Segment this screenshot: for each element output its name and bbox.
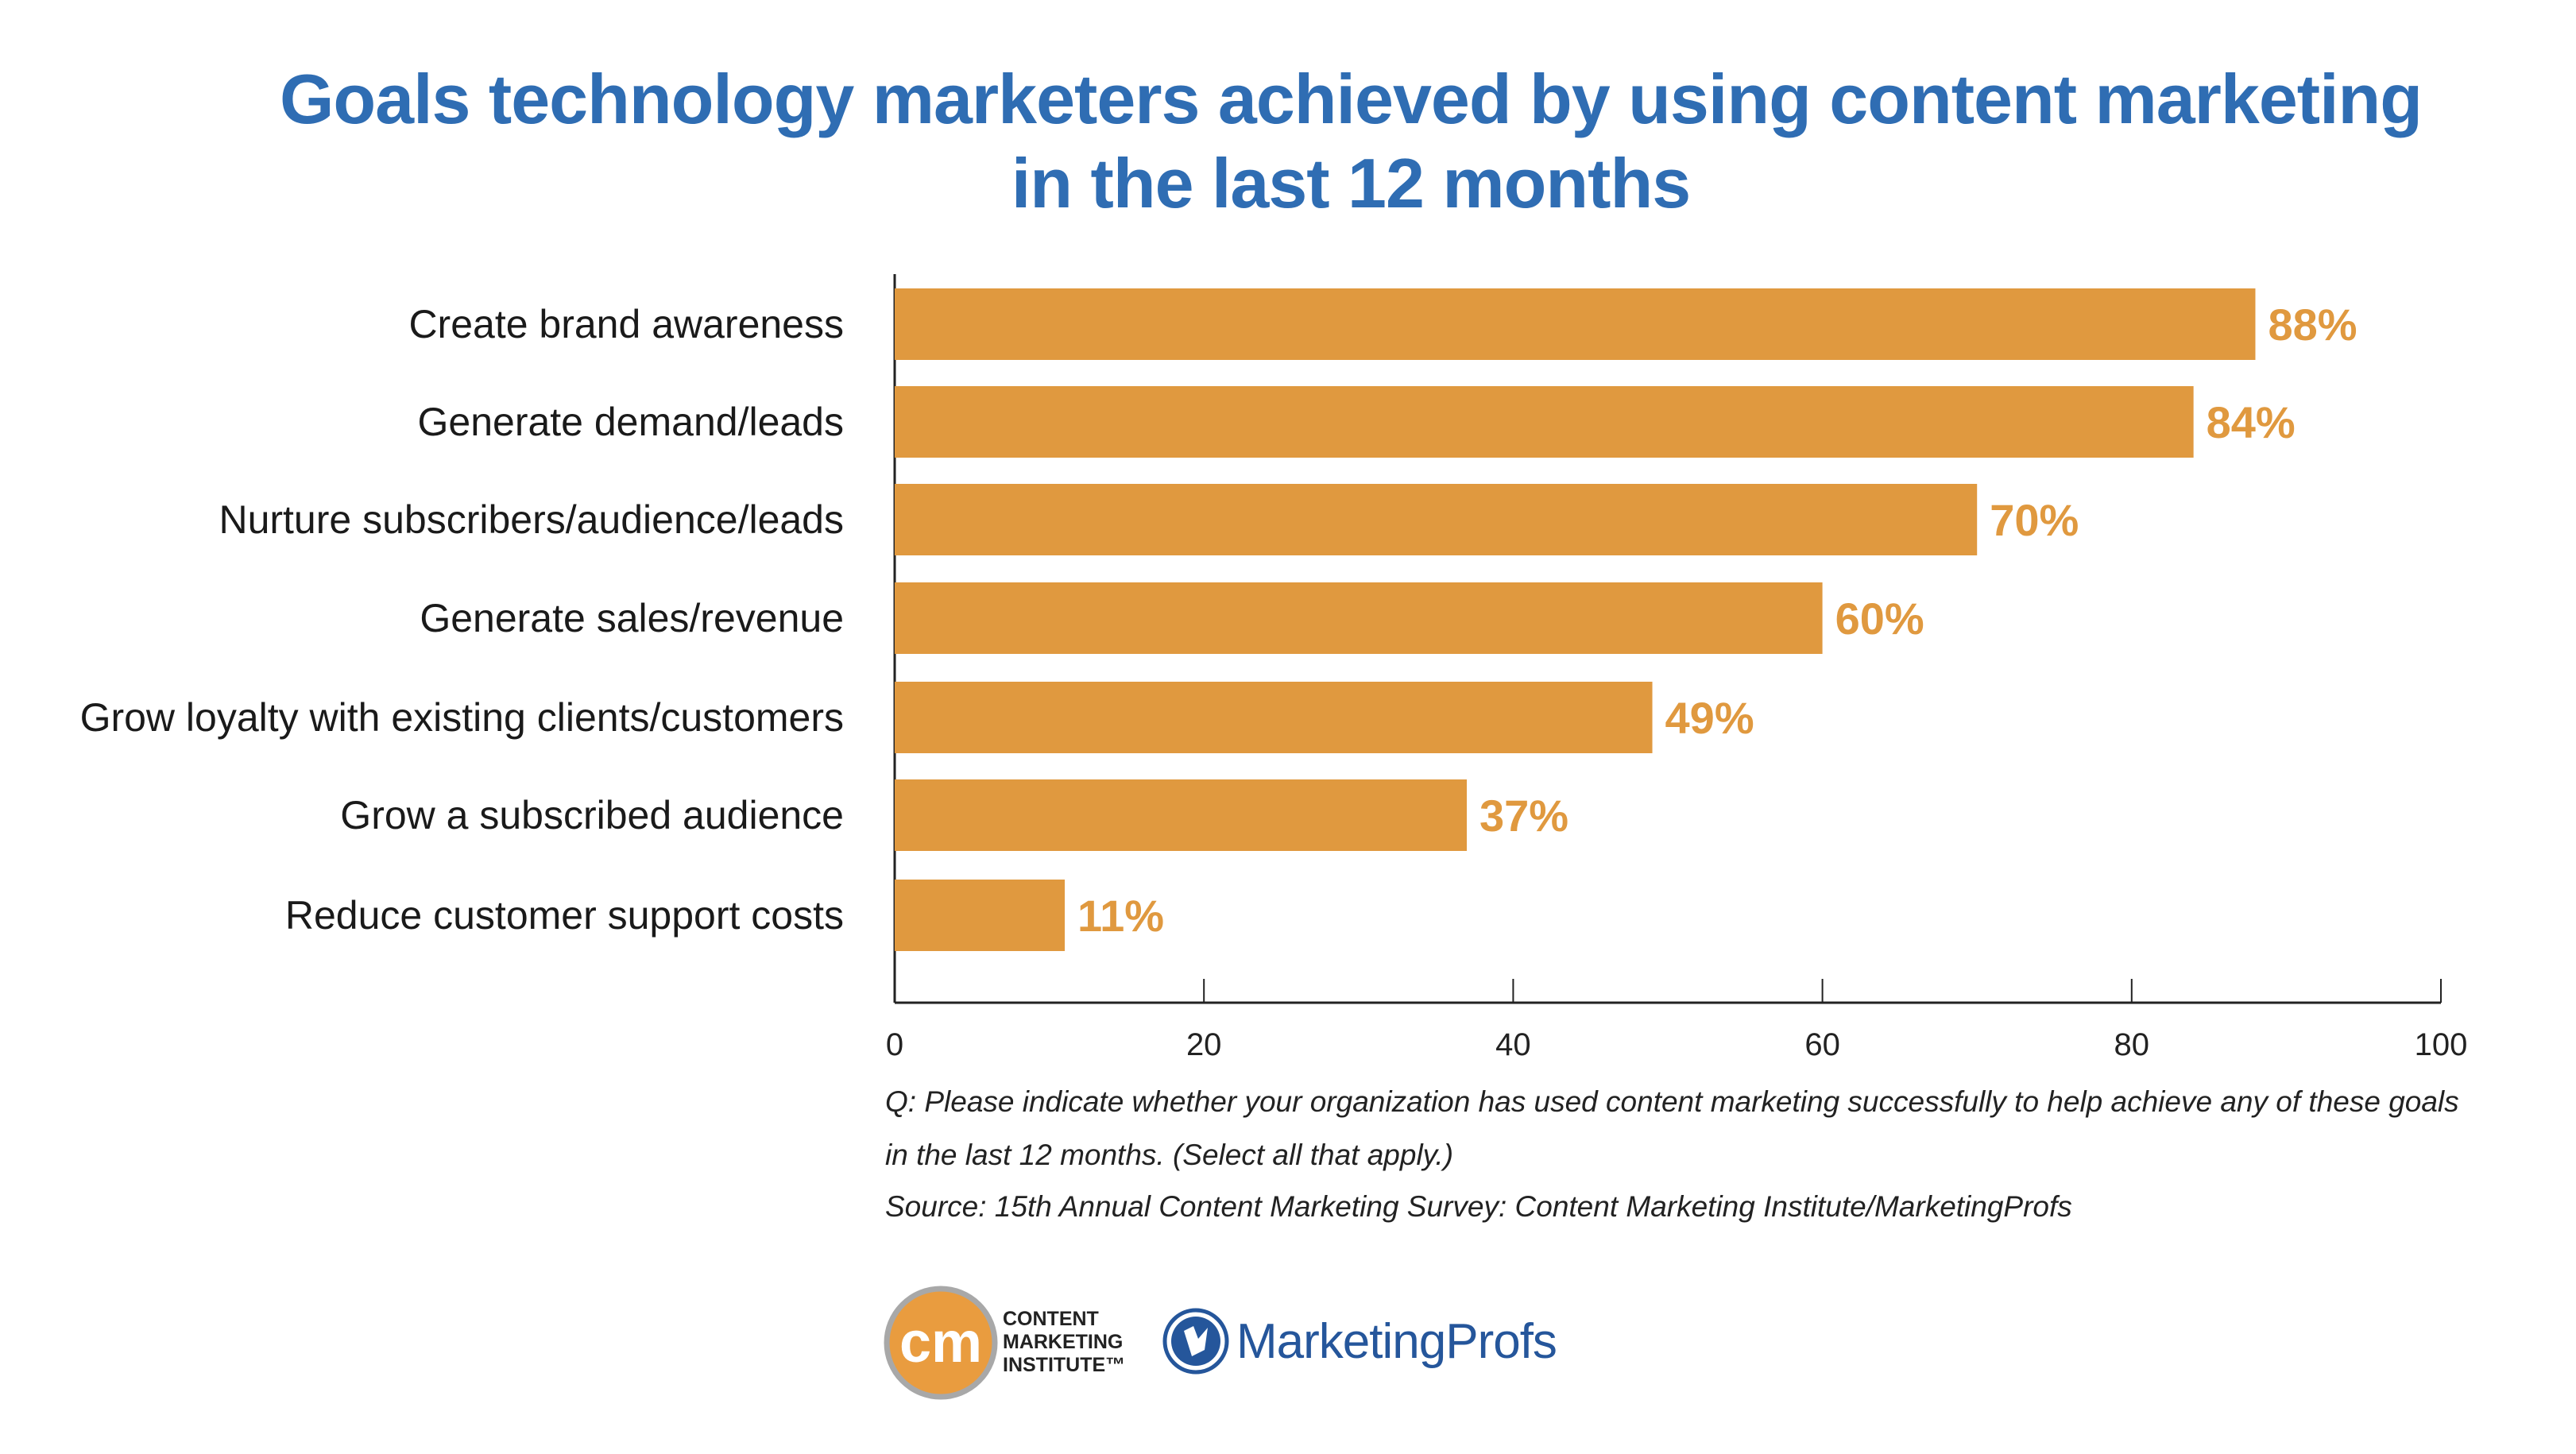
title-line-1: Goals technology marketers achieved by u… bbox=[279, 60, 2423, 138]
footnote-question-2: in the last 12 months. (Select all that … bbox=[885, 1139, 1454, 1171]
data-label: 49% bbox=[1665, 693, 1754, 743]
bar bbox=[895, 779, 1468, 851]
x-tick-label: 40 bbox=[1495, 1027, 1531, 1062]
data-label: 11% bbox=[1077, 891, 1164, 941]
category-label: Nurture subscribers/audience/leads bbox=[219, 497, 844, 542]
x-tick-label: 20 bbox=[1186, 1027, 1222, 1062]
x-tick-label: 80 bbox=[2114, 1027, 2150, 1062]
data-label: 60% bbox=[1835, 594, 1924, 644]
category-label: Generate sales/revenue bbox=[420, 596, 844, 640]
data-label: 88% bbox=[2268, 300, 2357, 350]
cmi-logo-line2: MARKETING bbox=[1003, 1331, 1124, 1353]
category-label: Create brand awareness bbox=[408, 302, 844, 346]
x-tick-label: 0 bbox=[886, 1027, 903, 1062]
bar bbox=[895, 880, 1066, 951]
data-label: 37% bbox=[1479, 791, 1568, 841]
marketingprofs-logo-text: MarketingProfs bbox=[1236, 1314, 1557, 1369]
category-label: Grow loyalty with existing clients/custo… bbox=[80, 695, 844, 740]
bar bbox=[895, 288, 2256, 360]
bar bbox=[895, 682, 1653, 753]
chart-title: Goals technology marketers achieved by u… bbox=[238, 57, 2463, 226]
category-label: Grow a subscribed audience bbox=[340, 793, 844, 837]
bar bbox=[895, 386, 2194, 458]
category-label: Generate demand/leads bbox=[418, 400, 844, 444]
data-label: 70% bbox=[1990, 495, 2079, 545]
x-tick-label: 100 bbox=[2415, 1027, 2468, 1062]
svg-text:cm: cm bbox=[899, 1311, 982, 1375]
cmi-logo-line1: CONTENT bbox=[1003, 1308, 1099, 1330]
footnote-source: Source: 15th Annual Content Marketing Su… bbox=[885, 1190, 2072, 1223]
category-label: Reduce customer support costs bbox=[285, 893, 844, 938]
bar bbox=[895, 484, 1978, 555]
footnote-question-1: Q: Please indicate whether your organiza… bbox=[885, 1085, 2459, 1118]
bar bbox=[895, 582, 1823, 654]
x-tick-label: 60 bbox=[1804, 1027, 1840, 1062]
bar-chart: 0 20 40 60 80 100 Create brand awareness 88% Gen… bbox=[80, 274, 2468, 1062]
title-line-2: in the last 12 months bbox=[1011, 144, 1691, 222]
marketingprofs-bird-icon bbox=[1162, 1308, 1229, 1375]
cmi-logo: cm CONTENT MARKETING INSTITUTE™ bbox=[884, 1286, 1126, 1405]
cmi-logo-line3: INSTITUTE™ bbox=[1003, 1354, 1126, 1376]
cmi-logo-mark: cm bbox=[884, 1286, 998, 1400]
data-label: 84% bbox=[2207, 397, 2296, 447]
